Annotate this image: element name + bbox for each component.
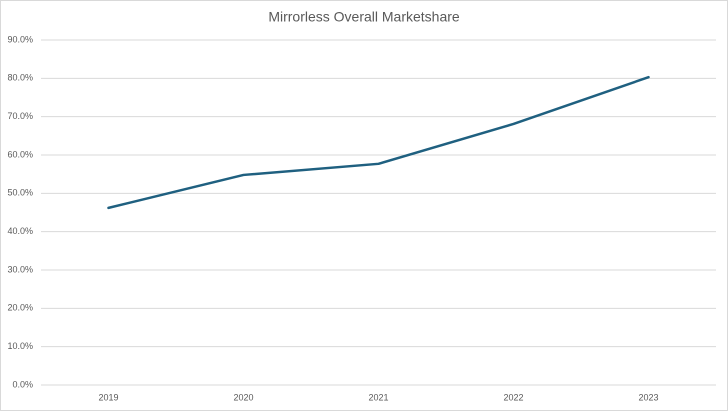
x-tick-label: 2023 [638, 392, 658, 402]
y-tick-label: 50.0% [7, 188, 33, 198]
x-tick-label: 2021 [368, 392, 388, 402]
data-line [107, 75, 650, 210]
x-tick-label: 2022 [503, 392, 523, 402]
y-tick-label: 80.0% [7, 73, 33, 83]
y-tick-label: 70.0% [7, 111, 33, 121]
y-tick-label: 90.0% [7, 34, 33, 44]
x-tick-label: 2020 [233, 392, 253, 402]
y-tick-label: 20.0% [7, 303, 33, 313]
y-tick-label: 60.0% [7, 149, 33, 159]
x-tick-label: 2019 [98, 392, 118, 402]
chart-title: Mirrorless Overall Marketshare [268, 9, 460, 25]
y-tick-label: 40.0% [7, 226, 33, 236]
y-tick-label: 0.0% [12, 379, 33, 389]
y-tick-label: 10.0% [7, 341, 33, 351]
y-tick-label: 30.0% [7, 264, 33, 274]
